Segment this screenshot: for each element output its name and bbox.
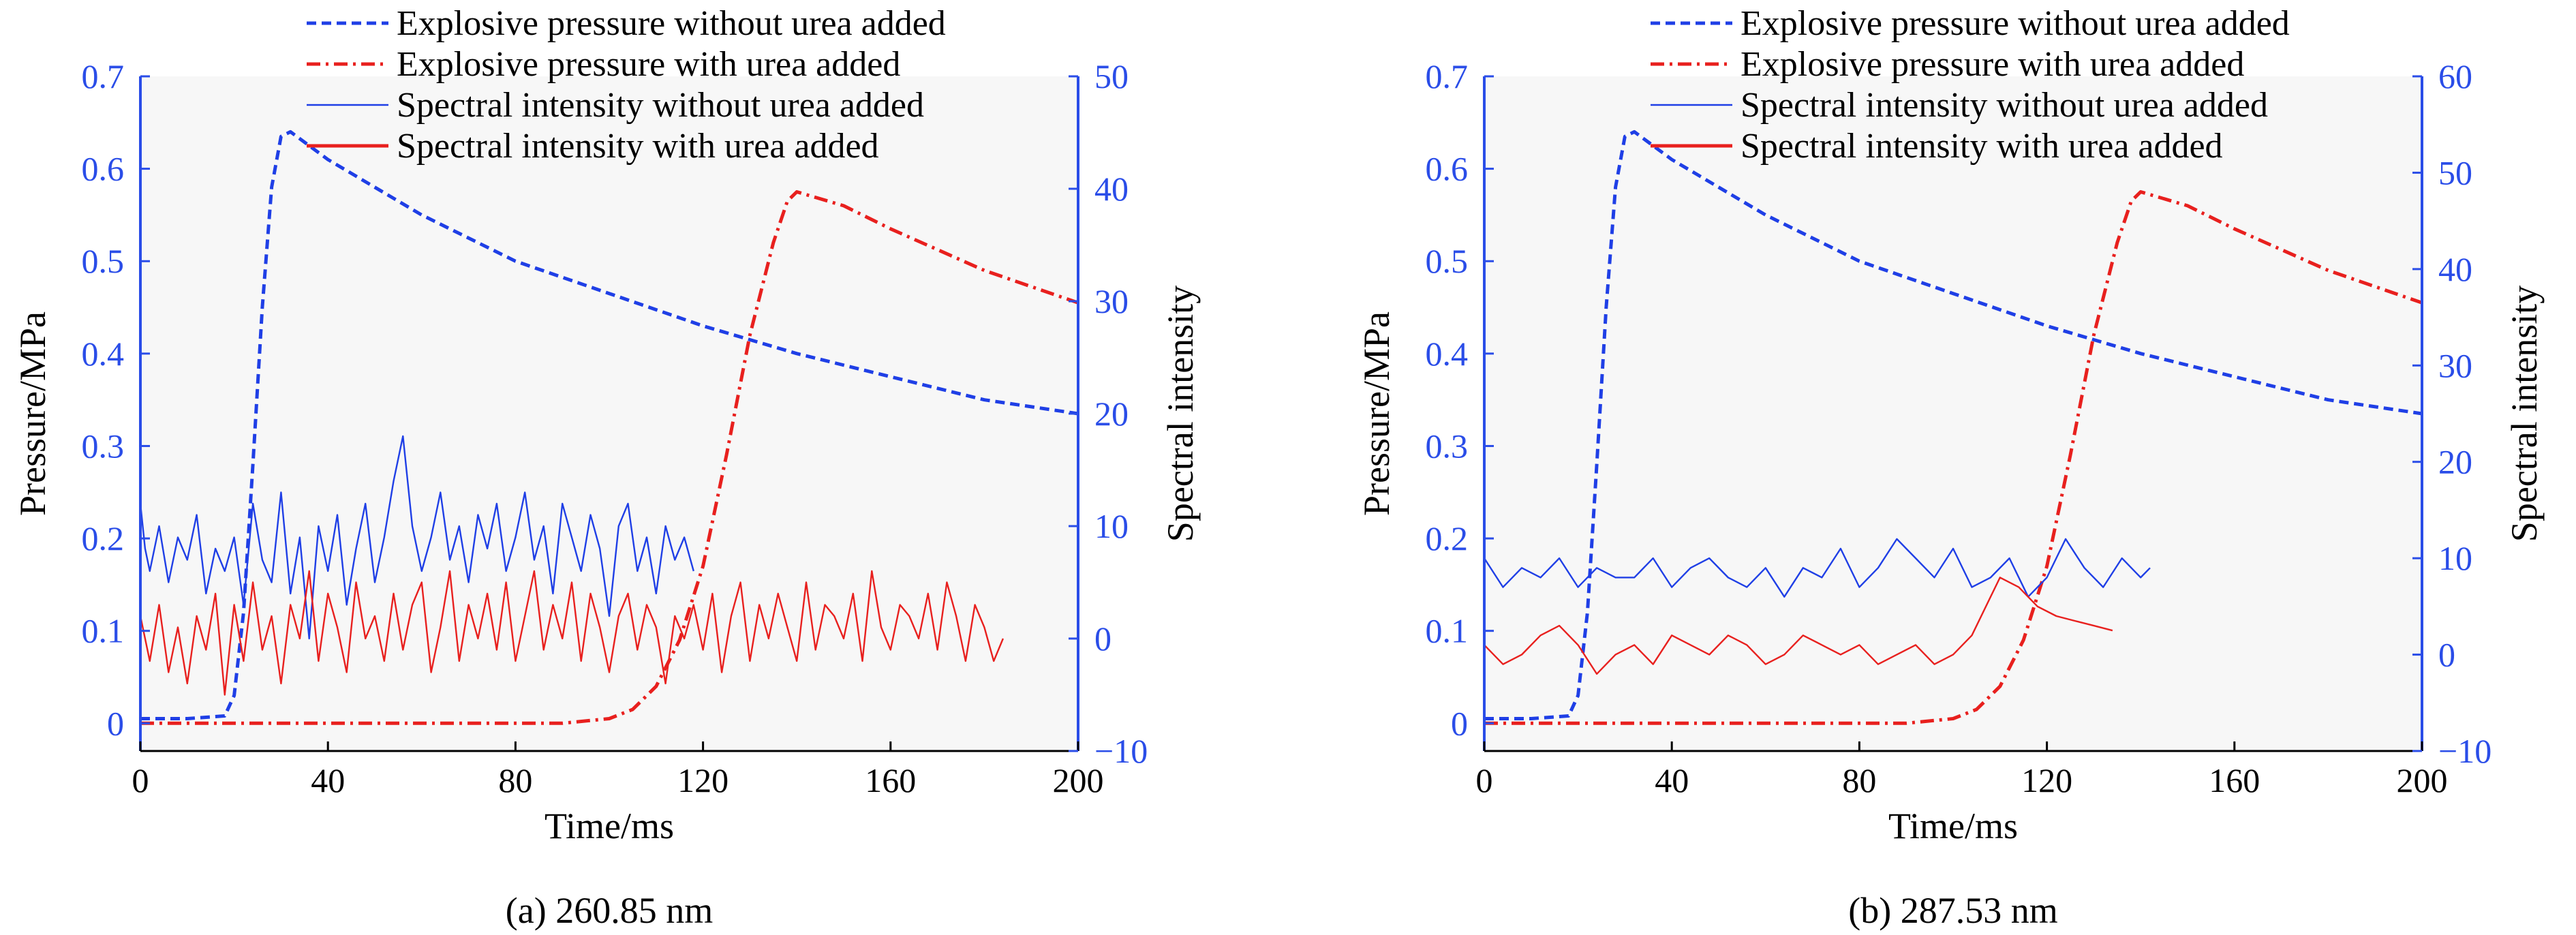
x-tick-label: 200 [1053, 761, 1104, 799]
legend-label: Explosive pressure without urea added [1741, 4, 2290, 43]
series-line [1484, 190, 2423, 725]
y-right-tick-label: 30 [1094, 282, 1129, 320]
y-left-tick-label: 0.3 [82, 427, 125, 465]
y-left-tick-label: 0.6 [1426, 150, 1469, 188]
legend-item: Explosive pressure with urea added [307, 45, 900, 84]
y-right-tick-label: −10 [1094, 732, 1148, 770]
legend-label: Spectral intensity without urea added [1741, 86, 2268, 125]
chart-caption: (a) 260.85 nm [506, 890, 713, 931]
y-right-tick-label: 0 [2438, 636, 2455, 674]
legend: Explosive pressure without urea added Ex… [307, 4, 946, 166]
y-left-tick-label: 0.3 [1426, 427, 1469, 465]
legend-item: Explosive pressure with urea added [1651, 45, 2244, 84]
plot-area [1484, 76, 2422, 751]
series-line [1484, 577, 2113, 675]
x-axis-label: Time/ms [545, 806, 674, 846]
x-tick-label: 80 [498, 761, 532, 799]
legend-item: Spectral intensity without urea added [307, 86, 924, 125]
chart-panel-b: 0 40 80 120 160 200 0 0.1 0.2 0.3 0.4 0.5 0.6 0.7 −10 0… [1356, 4, 2545, 931]
y-right-tick-label: 50 [2438, 153, 2472, 191]
y-right-tick-label: 10 [2438, 539, 2472, 577]
legend-item: Spectral intensity with urea added [1651, 127, 2223, 166]
y-left-tick-label: 0.2 [82, 519, 125, 557]
chart-caption: (b) 287.53 nm [1848, 890, 2057, 931]
series-line [140, 129, 1079, 720]
y-left-tick-label: 0.6 [82, 150, 125, 188]
y-right-tick-label: 10 [1094, 507, 1129, 545]
legend-item: Spectral intensity with urea added [307, 127, 879, 166]
x-tick-label: 40 [1655, 761, 1689, 799]
series-line [139, 570, 1005, 696]
axes-layer: 0 40 80 120 160 200 0 0.1 0.2 0.3 0.4 0.5 0.6 0.7 −10 0… [1426, 57, 2492, 799]
y-axis-left-label: Pressure/MPa [12, 311, 53, 516]
y-right-tick-label: 0 [1094, 619, 1111, 658]
legend-item: Explosive pressure without urea added [1651, 4, 2290, 43]
legend: Explosive pressure without urea added Ex… [1651, 4, 2290, 166]
legend-label: Explosive pressure without urea added [397, 4, 946, 43]
y-left-tick-label: 0.2 [1426, 519, 1469, 557]
y-left-tick-label: 0.5 [82, 242, 125, 280]
x-tick-label: 160 [2209, 761, 2260, 799]
y-right-tick-label: 20 [1094, 395, 1129, 433]
y-right-tick-label: 20 [2438, 443, 2472, 481]
x-tick-label: 40 [311, 761, 345, 799]
y-left-tick-label: 0.7 [82, 57, 125, 95]
legend-label: Spectral intensity without urea added [397, 86, 924, 125]
y-axis-right-label: Spectral intensity [2504, 286, 2545, 542]
x-tick-label: 160 [865, 761, 916, 799]
y-left-tick-label: 0.4 [1426, 335, 1469, 373]
series-line [1484, 129, 2423, 720]
series-layer [1483, 129, 2423, 725]
y-right-tick-label: 60 [2438, 57, 2472, 95]
y-left-tick-label: 0.1 [1426, 612, 1469, 650]
series-layer [139, 129, 1079, 725]
y-axis-right-label: Spectral intensity [1160, 286, 1201, 542]
x-tick-label: 120 [677, 761, 729, 799]
y-right-tick-label: 30 [2438, 346, 2472, 384]
y-right-tick-label: 40 [1094, 170, 1129, 208]
series-line [140, 190, 1079, 725]
axes-layer: 0 40 80 120 160 200 0 0.1 0.2 0.3 0.4 0.5 0.6 0.7 −10 0… [82, 57, 1148, 799]
x-tick-label: 200 [2397, 761, 2448, 799]
legend-item: Explosive pressure without urea added [307, 4, 946, 43]
x-tick-label: 0 [132, 761, 149, 799]
y-left-tick-label: 0 [107, 704, 124, 742]
legend-label: Explosive pressure with urea added [397, 45, 900, 84]
y-left-tick-label: 0 [1451, 704, 1468, 742]
x-tick-label: 80 [1842, 761, 1876, 799]
y-right-tick-label: −10 [2438, 732, 2491, 770]
y-left-tick-label: 0.5 [1426, 242, 1469, 280]
y-left-tick-label: 0.1 [82, 612, 125, 650]
y-left-tick-label: 0.4 [82, 335, 125, 373]
legend-label: Explosive pressure with urea added [1741, 45, 2244, 84]
y-right-tick-label: 50 [1094, 57, 1129, 95]
x-tick-label: 0 [1476, 761, 1493, 799]
x-axis-label: Time/ms [1888, 806, 2018, 846]
y-axis-left-label: Pressure/MPa [1356, 311, 1397, 516]
legend-label: Spectral intensity with urea added [1741, 127, 2223, 166]
series-line [139, 435, 694, 640]
legend-item: Spectral intensity without urea added [1651, 86, 2268, 125]
plot-area [140, 76, 1078, 751]
y-right-tick-label: 40 [2438, 250, 2472, 288]
x-tick-label: 120 [2021, 761, 2072, 799]
chart-panel-a: 0 40 80 120 160 200 0 0.1 0.2 0.3 0.4 0.5 0.6 0.7 −10 0… [12, 4, 1201, 931]
y-left-tick-label: 0.7 [1426, 57, 1469, 95]
series-line [1483, 538, 2151, 598]
legend-label: Spectral intensity with urea added [397, 127, 879, 166]
